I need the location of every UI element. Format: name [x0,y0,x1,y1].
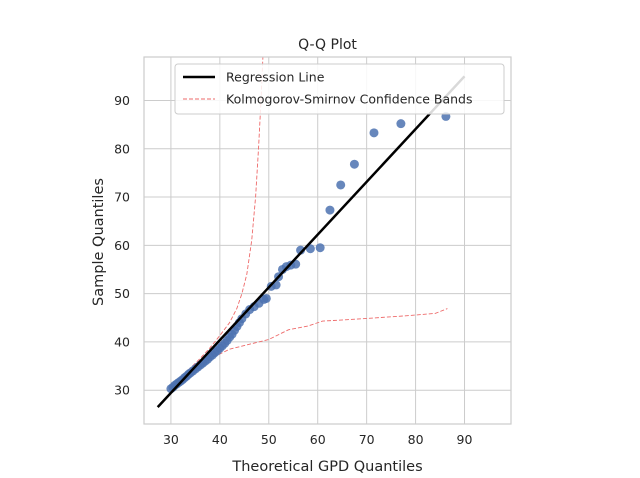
legend-bands-label: Kolmogorov-Smirnov Confidence Bands [226,92,473,107]
x-tick-label: 50 [261,432,277,447]
y-tick-label: 80 [114,141,130,156]
y-tick-label: 90 [114,93,130,108]
chart-title: Q-Q Plot [298,37,357,53]
sample-point [349,159,359,169]
regression-line [156,75,466,408]
lower-confidence-band [170,308,448,391]
y-tick-label: 50 [114,286,130,301]
plot-frame [143,56,512,425]
x-tick-label: 30 [163,432,179,447]
legend-regression-label: Regression Line [226,70,325,85]
tick-labels: 30 40 50 60 70 80 90 30 40 50 60 70 80 90 [114,93,472,447]
legend: Regression Line Kolmogorov-Smirnov Confi… [174,63,505,115]
legend-frame [174,63,505,115]
y-tick-label: 30 [114,383,130,398]
sample-point [396,119,406,129]
regression-line-group [156,75,466,408]
sample-point [325,205,335,215]
sample-point [261,293,271,303]
sample-point [336,180,346,190]
sample-point [369,128,379,138]
y-tick-label: 70 [114,190,130,205]
x-tick-label: 90 [457,432,473,447]
y-tick-label: 40 [114,334,130,349]
y-tick-label: 60 [114,238,130,253]
x-tick-label: 70 [359,432,375,447]
sample-point [315,243,325,253]
x-axis-label: Theoretical GPD Quantiles [231,459,422,475]
y-axis-label: Sample Quantiles [91,178,107,306]
x-tick-label: 60 [310,432,326,447]
axes-spines [143,56,512,425]
x-tick-label: 80 [408,432,424,447]
x-tick-label: 40 [212,432,228,447]
